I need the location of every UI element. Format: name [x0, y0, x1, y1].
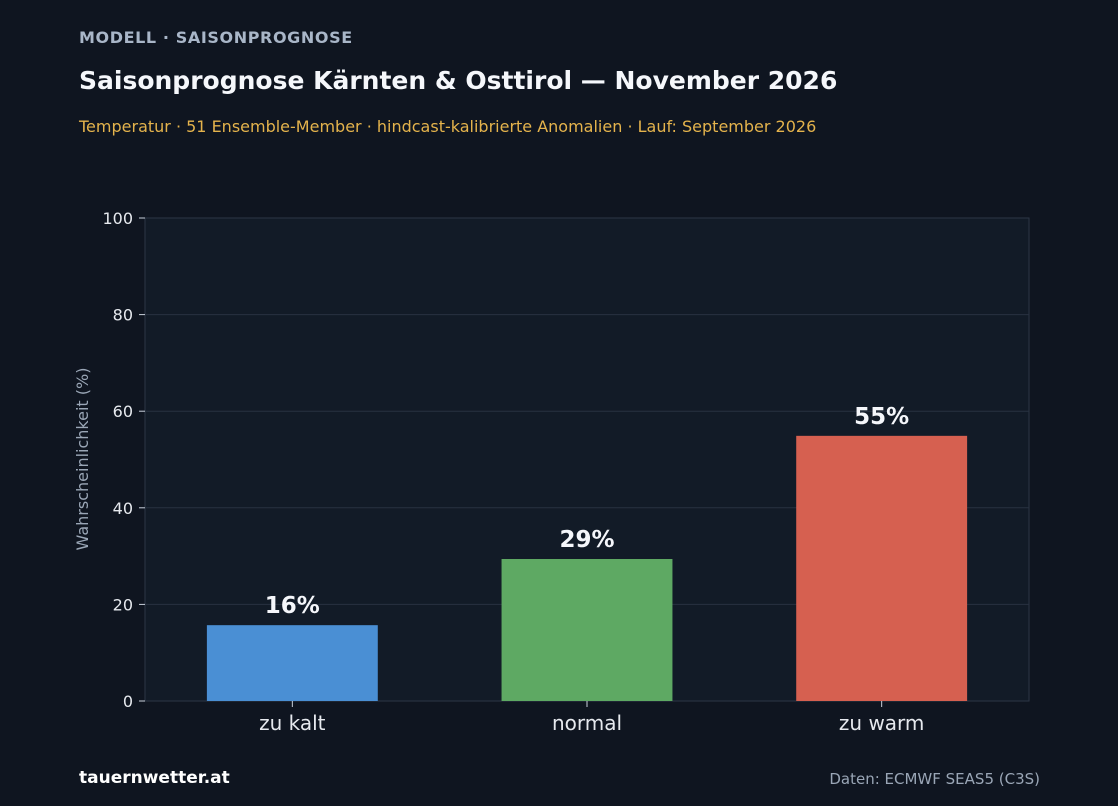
x-tick-label: normal: [552, 711, 622, 735]
bar: [206, 625, 378, 701]
y-tick-label: 100: [102, 209, 133, 228]
bar: [501, 558, 673, 701]
bar: [796, 435, 968, 701]
y-tick-label: 60: [113, 402, 133, 421]
y-tick-label: 0: [123, 692, 133, 711]
bar-value-label: 29%: [559, 527, 614, 553]
chart-subtitle: Temperatur · 51 Ensemble-Member · hindca…: [79, 117, 817, 136]
chart-title: Saisonprognose Kärnten & Osttirol — Nove…: [79, 66, 838, 95]
brand-name: tauernwetter.at: [79, 768, 230, 788]
x-tick-label: zu kalt: [259, 711, 326, 735]
bar-series: 16% 29% 55%: [206, 404, 968, 701]
y-tick-label: 80: [113, 306, 133, 325]
bar-value-label: 16%: [265, 593, 320, 619]
x-tick-label: zu warm: [839, 711, 925, 735]
y-tick-label: 40: [113, 499, 133, 518]
y-axis-label: Wahrscheinlichkeit (%): [73, 368, 92, 551]
y-tick-label: 20: [113, 595, 133, 614]
bar-value-label: 55%: [854, 404, 909, 430]
axis-ticks: 0 20 40 60 80 100 zu kalt normal zu warm: [102, 209, 924, 735]
data-source: Daten: ECMWF SEAS5 (C3S): [829, 770, 1040, 788]
chart-kicker: MODELL · SAISONPROGNOSE: [79, 28, 353, 47]
